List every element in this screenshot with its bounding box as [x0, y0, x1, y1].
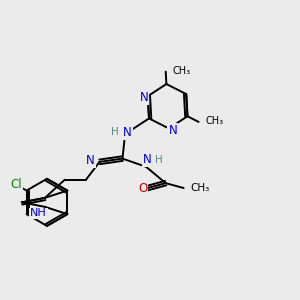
Text: N: N — [168, 124, 177, 136]
Text: O: O — [138, 182, 147, 194]
Text: CH₃: CH₃ — [172, 66, 190, 76]
Text: H: H — [154, 154, 162, 165]
Text: CH₃: CH₃ — [191, 183, 210, 193]
Text: H: H — [111, 128, 119, 137]
Text: N: N — [86, 154, 95, 167]
Text: NH: NH — [30, 208, 47, 218]
Text: N: N — [143, 153, 152, 166]
Text: N: N — [140, 91, 148, 104]
Text: CH₃: CH₃ — [205, 116, 223, 126]
Text: N: N — [123, 126, 132, 139]
Text: Cl: Cl — [11, 178, 22, 191]
